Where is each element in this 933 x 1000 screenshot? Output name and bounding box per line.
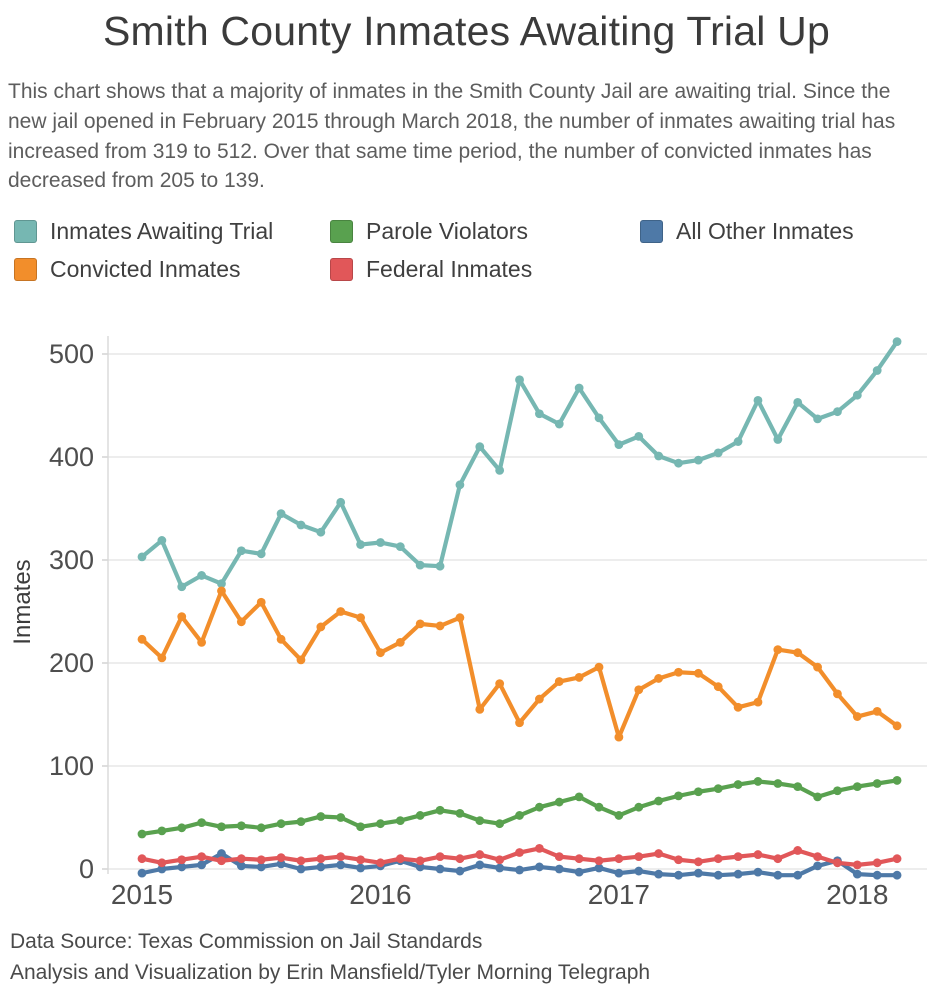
chart-subtitle: This chart shows that a majority of inma… — [8, 80, 896, 193]
chart-area: 0 100 200 300 400 500 2015 2016 2017 2018 Inmates — [0, 302, 933, 925]
legend-swatch-teal — [14, 219, 37, 243]
legend-item-inmates-awaiting-trial[interactable]: Inmates Awaiting Trial — [14, 218, 330, 245]
legend-swatch-blue — [640, 219, 663, 243]
series-inmates-awaiting-trial — [137, 337, 902, 592]
legend-item-convicted-inmates[interactable]: Convicted Inmates — [14, 256, 330, 283]
legend-label: Parole Violators — [366, 217, 528, 244]
legend-label: Federal Inmates — [366, 255, 533, 282]
svg-text:500: 500 — [49, 339, 94, 369]
chart-legend: Inmates Awaiting Trial Convicted Inmates… — [14, 212, 924, 288]
attribution-caption: Analysis and Visualization by Erin Mansf… — [10, 960, 651, 984]
legend-label: All Other Inmates — [676, 217, 854, 244]
chart-footer: Data Source: Texas Commission on Jail St… — [10, 927, 933, 988]
series-parole-violators — [137, 776, 902, 839]
legend-label: Convicted Inmates — [50, 255, 241, 282]
legend-item-parole-violators[interactable]: Parole Violators — [330, 218, 640, 245]
svg-text:2018: 2018 — [826, 879, 888, 910]
series-federal-inmates — [137, 844, 902, 870]
svg-text:2015: 2015 — [111, 879, 173, 910]
svg-text:300: 300 — [49, 545, 94, 575]
svg-text:2016: 2016 — [349, 879, 411, 910]
series-convicted-inmates — [137, 586, 902, 742]
svg-text:400: 400 — [49, 442, 94, 472]
page-title: Smith County Inmates Awaiting Trial Up — [103, 8, 830, 54]
svg-text:200: 200 — [49, 648, 94, 678]
svg-text:0: 0 — [79, 854, 94, 884]
line-chart: 0 100 200 300 400 500 2015 2016 2017 2018 Inmates — [9, 336, 927, 910]
legend-item-all-other-inmates[interactable]: All Other Inmates — [640, 218, 924, 245]
legend-swatch-green — [330, 219, 353, 243]
svg-text:100: 100 — [49, 751, 94, 781]
legend-swatch-red — [330, 257, 353, 281]
y-axis-label: Inmates — [9, 560, 36, 645]
svg-text:2017: 2017 — [588, 879, 650, 910]
legend-label: Inmates Awaiting Trial — [50, 217, 274, 244]
legend-item-federal-inmates[interactable]: Federal Inmates — [330, 256, 640, 283]
data-source-caption: Data Source: Texas Commission on Jail St… — [10, 930, 483, 954]
legend-swatch-orange — [14, 257, 37, 281]
